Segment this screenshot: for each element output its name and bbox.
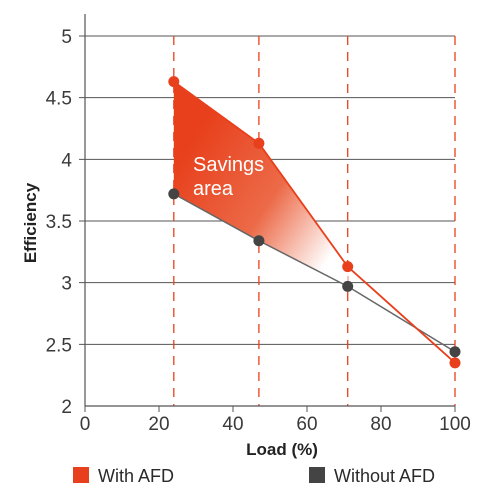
legend: With AFD Without AFD xyxy=(73,466,435,486)
x-tick-label: 20 xyxy=(148,414,169,435)
series-line-without-afd xyxy=(173,193,456,353)
data-point-without-afd xyxy=(253,235,265,247)
series xyxy=(168,76,461,369)
y-tick-label: 5 xyxy=(61,27,72,48)
data-point-with-afd xyxy=(168,76,180,88)
x-axis-title: Load (%) xyxy=(246,440,318,459)
data-point-without-afd xyxy=(342,280,354,292)
x-tick-label: 80 xyxy=(370,414,391,435)
data-point-without-afd xyxy=(168,188,180,200)
y-tick-label: 2.5 xyxy=(46,335,72,356)
savings-area xyxy=(173,81,348,287)
legend-label: With AFD xyxy=(98,466,174,486)
x-tick-label: 0 xyxy=(80,414,91,435)
savings-area-label: Savings xyxy=(193,154,264,176)
y-tick-label: 3.5 xyxy=(46,212,72,233)
legend-swatch xyxy=(73,467,89,483)
y-tick-label: 3 xyxy=(61,274,72,295)
y-axis-title: Efficiency xyxy=(21,182,40,263)
legend-label: Without AFD xyxy=(334,466,435,486)
y-tick-label: 4 xyxy=(61,150,72,171)
x-tick-label: 60 xyxy=(296,414,317,435)
labels: 2 2.5 3 3.5 4 4.5 5 0 20 40 60 80 100 Load (%) Efficie… xyxy=(21,27,471,459)
data-point-without-afd xyxy=(449,346,461,358)
x-tick-label: 100 xyxy=(439,414,471,435)
axes xyxy=(84,14,456,412)
y-tick-label: 4.5 xyxy=(46,89,72,110)
y-tick-label: 2 xyxy=(61,397,72,418)
data-point-with-afd xyxy=(253,137,265,149)
savings-area-label: area xyxy=(193,178,234,200)
series-line-with-afd xyxy=(173,80,456,364)
data-point-with-afd xyxy=(449,357,461,369)
x-tick-label: 40 xyxy=(222,414,243,435)
data-point-with-afd xyxy=(342,261,354,273)
savings-area-fill xyxy=(173,81,348,287)
legend-swatch xyxy=(309,467,325,483)
